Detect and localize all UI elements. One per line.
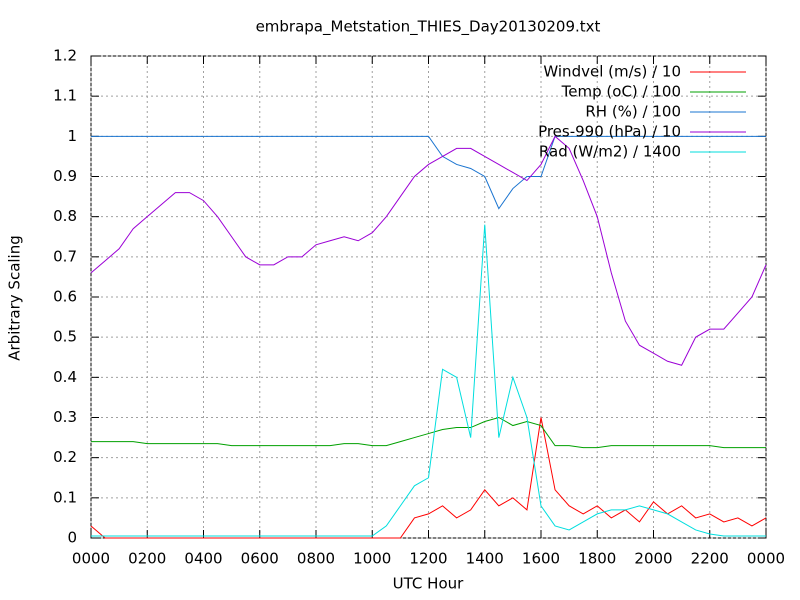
y-tick-label: 1.2 — [53, 47, 77, 65]
y-tick-label: 0.9 — [53, 167, 77, 185]
series-line — [90, 417, 767, 539]
y-tick-label: 1 — [67, 127, 77, 145]
x-tick-label: 2000 — [634, 550, 672, 568]
legend-label: Temp (oC) / 100 — [561, 83, 681, 101]
legend-label: Pres-990 (hPa) / 10 — [538, 123, 681, 141]
x-tick-label: 0200 — [128, 550, 166, 568]
y-tick-label: 0.5 — [53, 328, 77, 346]
y-tick-label: 0.4 — [53, 368, 77, 386]
x-axis-label: UTC Hour — [393, 575, 464, 593]
x-tick-label: 1200 — [409, 550, 447, 568]
chart-title: embrapa_Metstation_THIES_Day20130209.txt — [256, 18, 601, 37]
y-tick-label: 0.1 — [53, 488, 77, 506]
x-tick-label: 1800 — [578, 550, 616, 568]
y-tick-label: 0.8 — [53, 207, 77, 225]
series-line — [91, 416, 766, 449]
y-tick-label: 1.1 — [53, 87, 77, 105]
x-tick-label: 1600 — [522, 550, 560, 568]
legend-label: Rad (W/m2) / 1400 — [539, 143, 681, 161]
series-line — [91, 135, 766, 210]
x-tick-label: 0000 — [747, 550, 785, 568]
y-axis-label: Arbitrary Scaling — [6, 235, 24, 361]
x-tick-label: 0400 — [184, 550, 222, 568]
y-tick-label: 0.6 — [53, 288, 77, 306]
x-tick-label: 0800 — [297, 550, 335, 568]
y-tick-label: 0.3 — [53, 408, 77, 426]
legend-label: Windvel (m/s) / 10 — [543, 63, 681, 81]
legend-label: RH (%) / 100 — [585, 103, 681, 121]
x-tick-label: 2200 — [691, 550, 729, 568]
x-tick-label: 0600 — [241, 550, 279, 568]
x-tick-label: 1000 — [353, 550, 391, 568]
y-tick-label: 0 — [67, 529, 77, 547]
y-tick-label: 0.2 — [53, 448, 77, 466]
series-line — [91, 224, 766, 537]
series-line — [90, 135, 767, 366]
x-tick-label: 1400 — [466, 550, 504, 568]
y-tick-label: 0.7 — [53, 247, 77, 265]
x-tick-label: 0000 — [72, 550, 110, 568]
